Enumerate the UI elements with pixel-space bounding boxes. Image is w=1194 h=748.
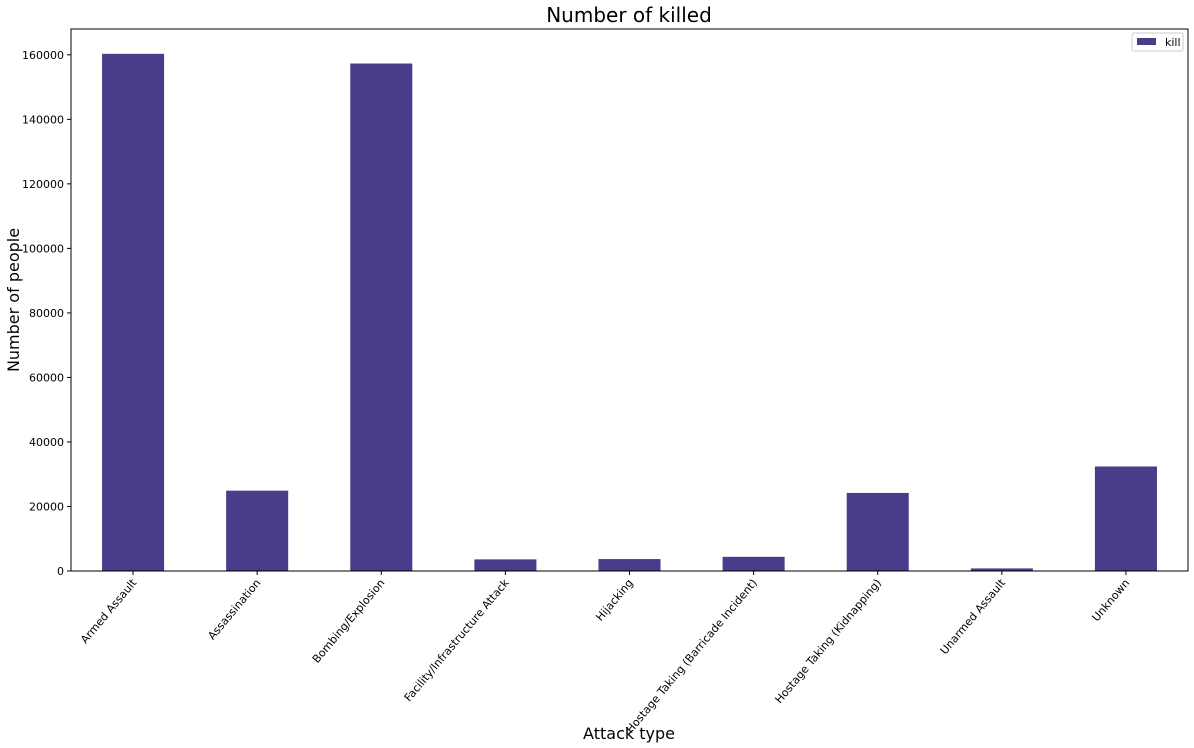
chart-title: Number of killed — [546, 3, 712, 27]
y-tick-label: 20000 — [29, 500, 64, 513]
bar-hijacking — [598, 559, 661, 571]
bar-bombing-explosion — [350, 63, 413, 572]
legend-swatch — [1137, 38, 1156, 45]
bar-armed-assault — [102, 53, 165, 571]
y-tick-label: 0 — [57, 565, 64, 578]
plot-frame — [70, 28, 1189, 572]
x-axis-title: Attack type — [583, 724, 675, 743]
bar-unarmed-assault — [970, 568, 1033, 571]
legend-label: kill — [1165, 36, 1181, 49]
bar-facility-infrastructure-attack — [474, 559, 537, 571]
bar-unknown — [1094, 466, 1157, 571]
y-tick-label: 120000 — [22, 178, 64, 191]
y-tick-label: 100000 — [22, 242, 64, 255]
legend-box — [1131, 32, 1184, 52]
y-tick-label: 60000 — [29, 371, 64, 384]
bar-assassination — [226, 490, 289, 571]
bars-group — [102, 53, 1157, 572]
bar-hostage-taking-barricade-incident — [722, 556, 785, 571]
y-tick-label: 140000 — [22, 113, 64, 126]
y-tick-label: 80000 — [29, 307, 64, 320]
legend: kill — [1131, 32, 1184, 52]
y-tick-label: 40000 — [29, 436, 64, 449]
bar-hostage-taking-kidnapping — [846, 492, 909, 571]
y-axis: 0 20000 40000 60000 80000 100000 120000 140000 1… — [22, 49, 71, 578]
y-axis-title: Number of people — [4, 228, 23, 372]
y-tick-label: 160000 — [22, 49, 64, 62]
